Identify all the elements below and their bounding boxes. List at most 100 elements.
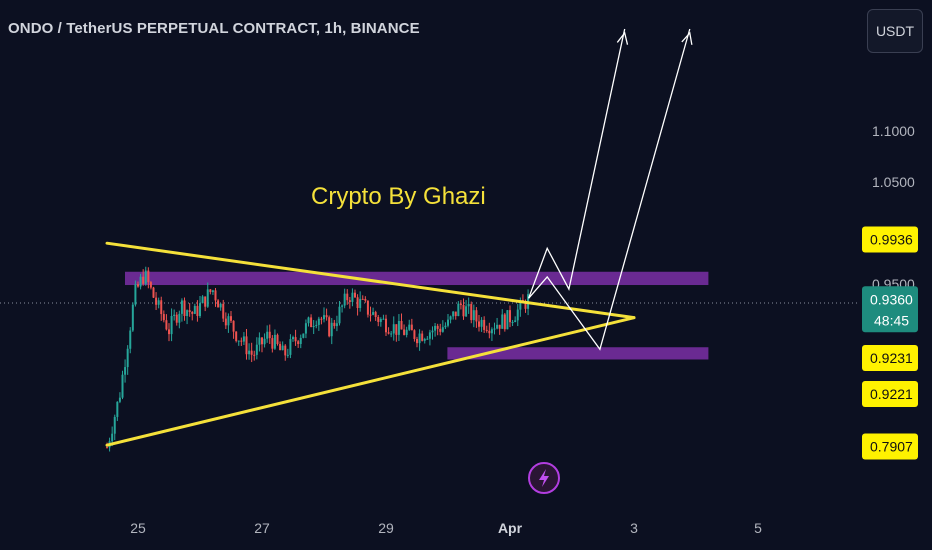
candle xyxy=(201,295,204,304)
candle xyxy=(323,307,325,323)
candle-body xyxy=(144,270,147,284)
candle-body xyxy=(219,303,222,308)
candle xyxy=(346,289,349,305)
candle xyxy=(395,324,398,342)
candle-body xyxy=(361,298,364,300)
candle-body xyxy=(317,318,320,325)
candle xyxy=(434,322,437,337)
candle-body xyxy=(459,303,462,305)
candle-body xyxy=(255,344,258,355)
candle xyxy=(506,310,509,330)
candle-body xyxy=(191,312,194,314)
candle xyxy=(475,307,478,328)
candle-body xyxy=(524,302,527,309)
candle-body xyxy=(111,433,114,442)
candle-body xyxy=(304,323,307,334)
candle-body xyxy=(131,304,134,331)
candle xyxy=(444,322,447,330)
candle xyxy=(253,350,256,361)
candle-body xyxy=(472,310,475,321)
candle xyxy=(356,294,359,316)
candle xyxy=(168,323,170,342)
candle xyxy=(341,304,344,313)
candle-body xyxy=(299,337,302,344)
candle-body xyxy=(124,367,127,375)
candle xyxy=(173,309,176,321)
author-annotation: Crypto By Ghazi xyxy=(311,183,486,210)
candle-body xyxy=(214,290,217,301)
candle-body xyxy=(503,314,506,330)
candle-body xyxy=(242,336,245,342)
candle-body xyxy=(263,338,266,345)
candle xyxy=(160,296,163,321)
candle-body xyxy=(168,329,170,335)
candle xyxy=(271,335,274,353)
candle xyxy=(457,301,460,317)
candle-body xyxy=(457,303,460,317)
time-axis[interactable]: 25 27 29 Apr 3 5 xyxy=(130,520,762,536)
candle-body xyxy=(279,343,282,351)
lightning-icon[interactable] xyxy=(528,462,560,494)
candle xyxy=(364,296,367,303)
candle xyxy=(155,292,158,311)
candle-body xyxy=(431,330,434,333)
candle xyxy=(449,315,452,324)
candle xyxy=(312,320,315,334)
candle-body xyxy=(496,324,499,329)
candle-body xyxy=(134,284,137,305)
candle-body xyxy=(516,309,519,321)
candle xyxy=(374,310,377,321)
candle-body xyxy=(157,300,160,305)
time-tick-label: 3 xyxy=(630,520,638,536)
candle-body xyxy=(186,310,189,317)
candle-body xyxy=(289,339,292,355)
candle xyxy=(447,314,449,328)
candle-body xyxy=(490,329,493,334)
price-tick-label: 1.1000 xyxy=(872,123,915,139)
candle-body xyxy=(310,317,313,328)
candle-body xyxy=(341,305,344,307)
candle xyxy=(390,331,393,338)
candle-body xyxy=(439,328,442,332)
candle-body xyxy=(173,314,176,316)
candle-body xyxy=(240,340,243,342)
candle-body xyxy=(271,338,274,349)
candle-body xyxy=(452,311,455,317)
candle xyxy=(493,322,496,335)
price-level-bg xyxy=(862,345,918,371)
candle-body xyxy=(121,374,124,398)
candle xyxy=(188,303,191,317)
candle-body xyxy=(188,310,191,313)
candle xyxy=(472,304,475,328)
projections-layer xyxy=(527,28,693,351)
candle-body xyxy=(493,328,496,330)
candle xyxy=(224,312,227,330)
candle xyxy=(480,317,483,332)
candle-body xyxy=(235,331,238,341)
candle xyxy=(304,319,307,339)
currency-button[interactable]: USDT xyxy=(867,9,923,53)
candle xyxy=(387,327,390,335)
candle-body xyxy=(405,329,408,335)
candle-body xyxy=(379,318,382,322)
candle xyxy=(467,297,470,314)
candle xyxy=(385,314,387,337)
support-zone xyxy=(447,347,709,360)
candle-body xyxy=(387,332,390,334)
candle xyxy=(139,273,142,290)
candle-body xyxy=(325,315,328,318)
candle-body xyxy=(441,327,444,332)
upper-trendline xyxy=(105,241,636,320)
candle-body xyxy=(175,314,178,323)
candle xyxy=(284,344,287,361)
candle-body xyxy=(230,316,232,321)
candle-body xyxy=(377,316,380,322)
candle-body xyxy=(501,314,504,329)
candle xyxy=(428,329,431,346)
price-level-bg xyxy=(862,381,918,407)
candle xyxy=(338,300,341,326)
candle xyxy=(250,342,253,363)
price-level-badge: 0.9221 xyxy=(862,381,918,407)
candle-body xyxy=(320,318,323,320)
